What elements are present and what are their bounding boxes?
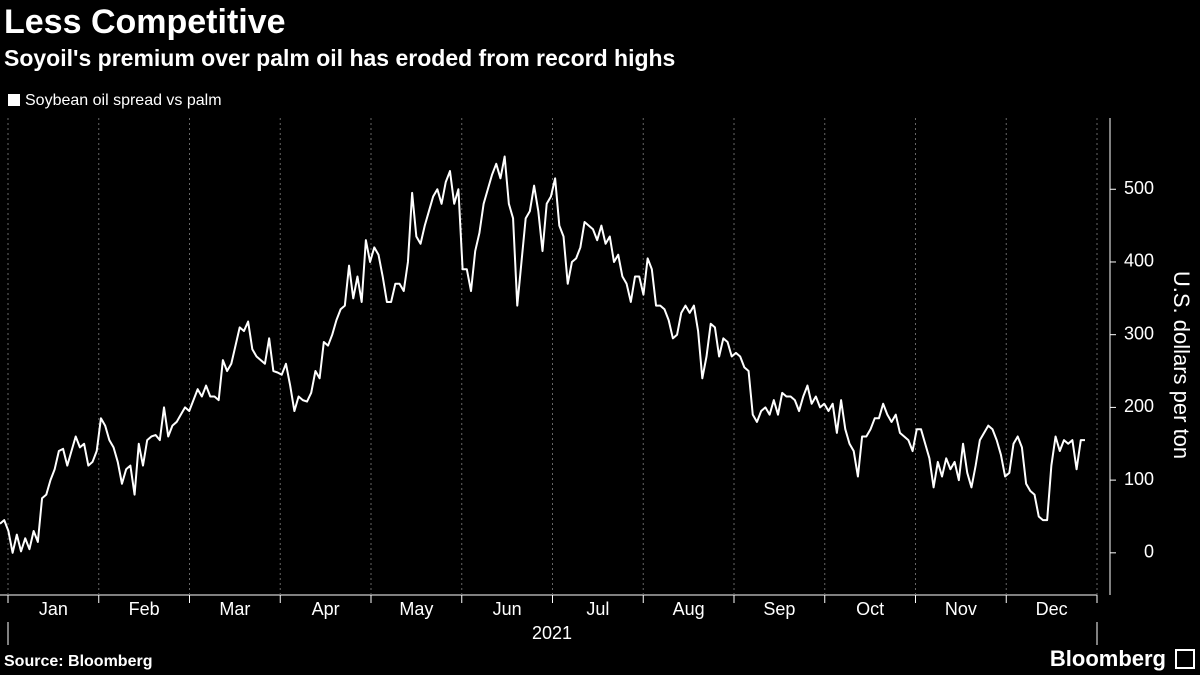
y-tick-label: 300 [1124,323,1154,343]
chart-title: Less Competitive [4,3,286,41]
x-tick-label: Jan [39,599,68,619]
y-axis-label: U.S. dollars per ton [1169,271,1194,459]
x-tick-label: Feb [129,599,160,619]
x-tick-label: Mar [219,599,250,619]
y-tick-label: 0 [1144,542,1154,562]
y-tick-label: 200 [1124,396,1154,416]
x-tick-label: Apr [312,599,340,619]
x-tick-label: Dec [1036,599,1068,619]
x-tick-label: Jun [493,599,522,619]
brand: Bloomberg [1050,646,1166,671]
x-tick-label: Nov [945,599,977,619]
legend-swatch [8,94,20,106]
y-tick-label: 100 [1124,469,1154,489]
brand-icon [1175,649,1195,669]
chart-subtitle: Soyoil's premium over palm oil has erode… [4,45,675,71]
x-tick-label: May [399,599,433,619]
legend-label: Soybean oil spread vs palm [25,92,222,109]
x-tick-label: Jul [586,599,609,619]
source: Source: Bloomberg [4,653,152,670]
x-axis-label: 2021 [532,623,572,643]
y-tick-label: 400 [1124,251,1154,271]
x-tick-label: Sep [763,599,795,619]
data-line [0,155,1085,554]
y-tick-label: 500 [1124,178,1154,198]
x-tick-label: Aug [673,599,705,619]
x-tick-label: Oct [856,599,884,619]
